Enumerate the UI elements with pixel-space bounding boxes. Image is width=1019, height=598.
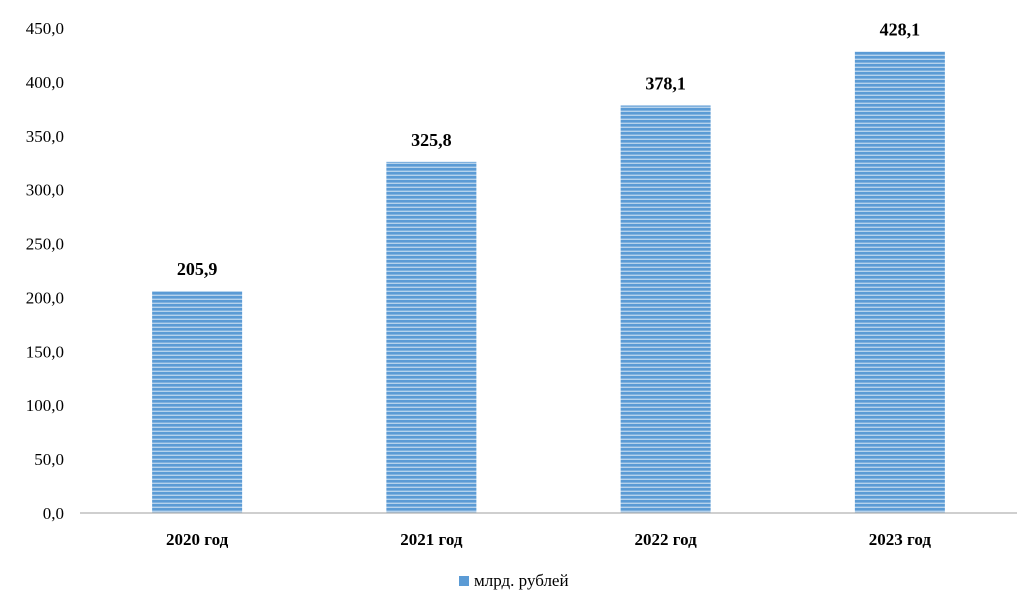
legend: млрд. рублей	[459, 571, 569, 590]
bar-value-label: 428,1	[880, 20, 921, 40]
y-tick-label: 50,0	[34, 450, 64, 469]
x-tick-label: 2023 год	[869, 530, 932, 549]
bar	[152, 291, 243, 513]
y-tick-label: 450,0	[26, 19, 64, 38]
data-labels-group: 205,9 325,8 378,1 428,1	[177, 20, 920, 279]
x-tick-label: 2021 год	[400, 530, 463, 549]
y-tick-label: 250,0	[26, 235, 64, 254]
bar	[386, 161, 477, 514]
bars-group	[152, 51, 945, 514]
y-tick-label: 400,0	[26, 73, 64, 92]
x-tick-label: 2022 год	[635, 530, 698, 549]
y-tick-label: 100,0	[26, 396, 64, 415]
y-tick-label: 150,0	[26, 342, 64, 361]
bar-value-label: 325,8	[411, 130, 452, 150]
bar-value-label: 205,9	[177, 259, 218, 279]
y-tick-label: 0,0	[43, 504, 64, 523]
y-axis-ticks: 0,0 50,0 100,0 150,0 200,0 250,0 300,0 350,0 400…	[26, 19, 64, 523]
legend-swatch	[459, 576, 469, 586]
x-tick-label: 2020 год	[166, 530, 229, 549]
y-tick-label: 350,0	[26, 127, 64, 146]
bar-value-label: 378,1	[645, 73, 686, 93]
x-axis-ticks: 2020 год 2021 год 2022 год 2023 год	[166, 530, 931, 549]
y-tick-label: 300,0	[26, 181, 64, 200]
y-tick-label: 200,0	[26, 288, 64, 307]
bar	[854, 51, 945, 513]
bar	[620, 105, 711, 514]
legend-label: млрд. рублей	[474, 571, 569, 590]
